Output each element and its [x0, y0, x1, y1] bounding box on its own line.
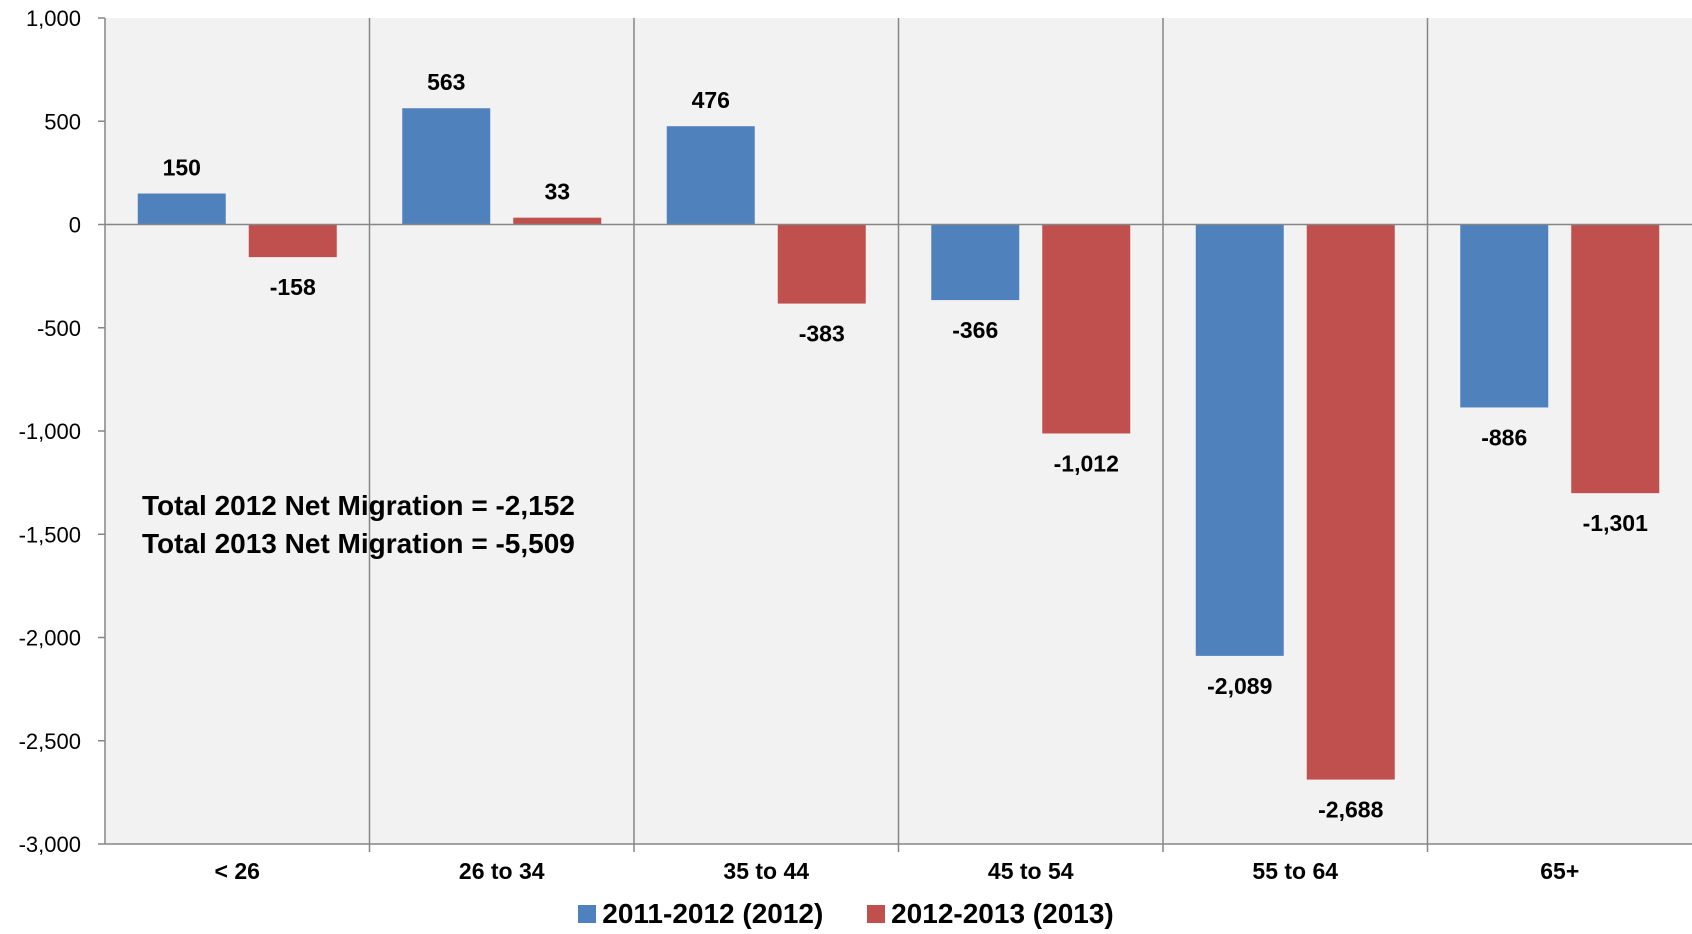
y-tick-label: -1,500 — [19, 522, 81, 547]
y-tick-label: -500 — [37, 316, 81, 341]
data-label: -1,301 — [1583, 510, 1648, 536]
x-tick-label: 65+ — [1540, 858, 1579, 884]
annotation-total-2012: Total 2012 Net Migration = -2,152 — [142, 490, 575, 521]
bar-2013 — [1571, 224, 1660, 494]
x-tick-label: 26 to 34 — [459, 858, 545, 884]
data-label: -2,089 — [1207, 673, 1272, 699]
y-tick-label: -2,500 — [19, 729, 81, 754]
bar-2013 — [1306, 224, 1395, 780]
bar-2012 — [931, 224, 1020, 301]
y-tick-labels: 1,000 500 0 -500 -1,000 -1,500 -2,000 -2,500 -3,… — [19, 6, 105, 857]
data-label: 33 — [544, 179, 570, 205]
y-tick-label: 500 — [44, 109, 81, 134]
bar-2012 — [402, 108, 491, 225]
data-labels: 150 -158 563 33 476 -383 -366 -1,012 -2,089 -2,68… — [163, 69, 1649, 822]
x-tick-label: 35 to 44 — [723, 858, 809, 884]
y-tick-label: -3,000 — [19, 832, 81, 857]
x-tick-label: < 26 — [215, 858, 260, 884]
y-tick-label: -1,000 — [19, 419, 81, 444]
bar-2012 — [137, 193, 226, 225]
data-label: -2,688 — [1318, 797, 1383, 823]
legend-label-2013: 2012-2013 (2013) — [891, 898, 1114, 929]
annotation-total-2013: Total 2013 Net Migration = -5,509 — [142, 528, 575, 559]
data-label: -383 — [799, 321, 845, 347]
bar-2013 — [1042, 224, 1131, 434]
bar-2013 — [777, 224, 866, 304]
legend-label-2012: 2011-2012 (2012) — [602, 898, 824, 929]
data-label: -366 — [952, 317, 998, 343]
x-tick-label: 45 to 54 — [988, 858, 1074, 884]
data-label: 563 — [427, 69, 465, 95]
bar-2012 — [1195, 224, 1284, 656]
data-label: 150 — [163, 155, 201, 181]
bars — [137, 108, 1660, 780]
y-tick-label: 0 — [69, 213, 81, 238]
legend-item-2012: 2011-2012 (2012) — [578, 898, 823, 930]
bar-2013 — [248, 224, 337, 258]
bar-2012 — [666, 126, 755, 225]
x-tick-label: 55 to 64 — [1252, 858, 1338, 884]
y-tick-label: -2,000 — [19, 626, 81, 651]
legend: 2011-2012 (2012) 2012-2013 (2013) — [0, 898, 1692, 930]
legend-swatch-2012 — [578, 904, 597, 923]
x-tick-labels: < 26 26 to 34 35 to 44 45 to 54 55 to 64 65+ — [215, 858, 1580, 884]
bar-2012 — [1460, 224, 1549, 408]
data-label: -886 — [1481, 424, 1527, 450]
bar-2013 — [513, 217, 602, 225]
data-label: 476 — [692, 87, 730, 113]
y-tick-label: 1,000 — [26, 6, 81, 31]
category-separators — [368, 18, 1429, 852]
data-label: -158 — [270, 274, 316, 300]
data-label: -1,012 — [1054, 450, 1119, 476]
legend-item-2013: 2012-2013 (2013) — [867, 898, 1114, 930]
legend-swatch-2013 — [867, 904, 886, 923]
